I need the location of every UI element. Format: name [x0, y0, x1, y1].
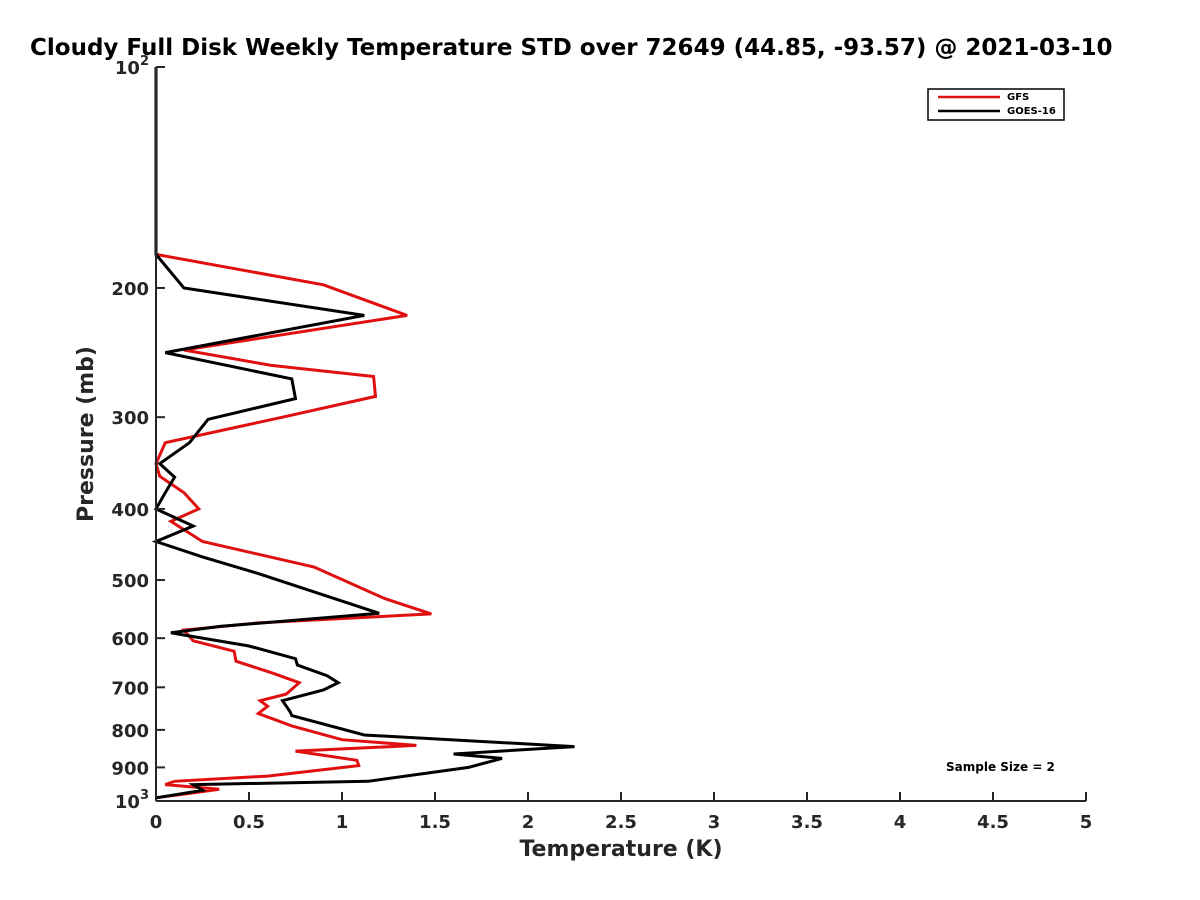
y-tick-exponent: 2 [140, 54, 149, 69]
x-tick-label: 2 [522, 812, 535, 833]
x-tick-label: 2.5 [605, 812, 637, 833]
series-line-goes-16 [151, 67, 575, 800]
legend: GFS GOES-16 [927, 88, 1065, 121]
y-tick-label: 300 [111, 408, 149, 429]
legend-box [927, 88, 1065, 121]
x-tick-label: 3 [708, 812, 721, 833]
x-tick-label: 4.5 [977, 812, 1009, 833]
y-axis-label: Pressure (mb) [74, 346, 99, 522]
x-tick-label: 0.5 [233, 812, 265, 833]
y-tick-label: 200 [111, 279, 149, 300]
y-tick-label: 400 [111, 500, 149, 521]
x-tick-label: 3.5 [791, 812, 823, 833]
x-tick-label: 0 [150, 812, 163, 833]
y-tick-base: 10 [115, 58, 140, 79]
axes [155, 67, 1086, 802]
chart-title: Cloudy Full Disk Weekly Temperature STD … [30, 35, 1113, 61]
sample-size-annotation: Sample Size = 2 [946, 760, 1055, 774]
x-tick-label: 4 [894, 812, 907, 833]
y-tick-label: 500 [111, 571, 149, 592]
y-tick-label: 900 [111, 758, 149, 779]
x-tick-label: 5 [1080, 812, 1093, 833]
y-tick-label: 102 [115, 54, 149, 79]
x-tick-label: 1 [336, 812, 349, 833]
x-axis-label: Temperature (K) [519, 837, 722, 862]
legend-label-goes16: GOES-16 [1007, 106, 1056, 117]
legend-label-gfs: GFS [1007, 92, 1029, 103]
plot-area [151, 67, 575, 800]
x-tick-label: 1.5 [419, 812, 451, 833]
y-tick-label: 103 [115, 788, 149, 813]
y-tick-label: 600 [111, 629, 149, 650]
x-tick-group: 0 0.5 1 1.5 2 2.5 3 3.5 4 4.5 5 [150, 792, 1093, 833]
y-tick-base: 10 [115, 792, 140, 813]
y-tick-label: 800 [111, 721, 149, 742]
y-tick-label: 700 [111, 678, 149, 699]
y-tick-exponent: 3 [140, 788, 149, 803]
